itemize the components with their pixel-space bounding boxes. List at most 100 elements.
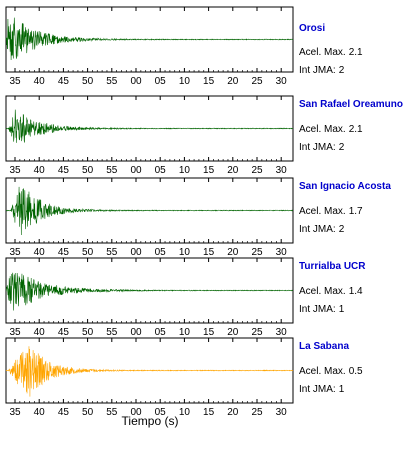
x-tick-label: 05 [155, 247, 167, 258]
x-tick-label: 45 [58, 327, 70, 338]
panel-5: 35 40 45 50 55 00 05 10 15 20 25 30 [5, 337, 294, 418]
waveform-trace [5, 109, 294, 143]
acel-max-value: 0.5 [348, 366, 363, 377]
station-info-4: Turrialba UCR Acel. Max. 1.4 Int JMA: 1 [299, 258, 407, 323]
int-jma-label: Int JMA: [299, 224, 336, 235]
acel-max-label: Acel. Max. [299, 124, 346, 135]
x-tick-label: 20 [227, 327, 239, 338]
x-tick-label: 35 [9, 165, 21, 176]
int-jma: Int JMA: 1 [299, 304, 344, 315]
x-tick-label: 10 [179, 76, 191, 87]
x-tick-label: 45 [58, 407, 70, 418]
x-tick-label: 00 [130, 327, 142, 338]
int-jma-label: Int JMA: [299, 65, 336, 76]
x-tick-label: 20 [227, 165, 239, 176]
x-tick-label: 45 [58, 76, 70, 87]
x-tick-label: 05 [155, 327, 167, 338]
x-tick-label: 55 [106, 76, 118, 87]
station-name: San Rafael Oreamuno [299, 99, 403, 110]
x-tick-label: 55 [106, 327, 118, 338]
x-tick-label: 50 [82, 247, 94, 258]
acel-max: Acel. Max. 2.1 [299, 124, 363, 135]
x-tick-label: 30 [276, 407, 288, 418]
x-tick-label: 20 [227, 247, 239, 258]
x-tick-label: 10 [179, 247, 191, 258]
int-jma-value: 2 [338, 224, 345, 235]
acel-max-label: Acel. Max. [299, 286, 346, 297]
x-tick-label: 15 [203, 247, 215, 258]
x-tick-label: 00 [130, 247, 142, 258]
waveform-trace [5, 186, 294, 236]
x-tick-label: 50 [82, 165, 94, 176]
acel-max: Acel. Max. 2.1 [299, 47, 363, 58]
acel-max: Acel. Max. 1.4 [299, 286, 363, 297]
x-tick-label: 50 [82, 327, 94, 338]
x-tick-label: 15 [203, 76, 215, 87]
station-name: La Sabana [299, 341, 350, 352]
panel-3: 35 40 45 50 55 00 05 10 15 20 25 30 [5, 177, 294, 258]
x-tick-label: 25 [251, 407, 263, 418]
x-tick-label: 40 [34, 247, 46, 258]
x-tick-label: 55 [106, 407, 118, 418]
waveform-trace [5, 346, 294, 397]
x-tick-label: 25 [251, 327, 263, 338]
int-jma-value: 2 [338, 142, 345, 153]
x-tick-label: 50 [82, 76, 94, 87]
x-tick-label: 15 [203, 327, 215, 338]
panel-2: 35 40 45 50 55 00 05 10 15 20 25 30 [5, 95, 294, 176]
x-tick-label: 35 [9, 247, 21, 258]
int-jma-value: 1 [338, 304, 345, 315]
x-tick-label: 00 [130, 165, 142, 176]
x-tick-label: 40 [34, 327, 46, 338]
acel-max-value: 1.7 [348, 206, 363, 217]
station-info-5: La Sabana Acel. Max. 0.5 Int JMA: 1 [299, 338, 407, 403]
x-tick-label: 05 [155, 407, 167, 418]
x-tick-label: 30 [276, 247, 288, 258]
station-name: Orosi [299, 23, 326, 34]
x-tick-label: 50 [82, 407, 94, 418]
x-tick-label: 10 [179, 165, 191, 176]
int-jma: Int JMA: 1 [299, 384, 344, 395]
station-name: San Ignacio Acosta [299, 181, 391, 192]
x-axis-label: Tiempo (s) [121, 414, 179, 428]
x-tick-label: 05 [155, 165, 167, 176]
x-tick-label: 25 [251, 165, 263, 176]
x-tick-label: 45 [58, 247, 70, 258]
x-tick-label: 10 [179, 327, 191, 338]
int-jma-label: Int JMA: [299, 304, 336, 315]
acel-max-value: 1.4 [348, 286, 363, 297]
x-tick-label: 40 [34, 407, 46, 418]
acel-max-label: Acel. Max. [299, 47, 346, 58]
x-tick-label: 05 [155, 76, 167, 87]
int-jma-label: Int JMA: [299, 142, 336, 153]
x-tick-label: 30 [276, 327, 288, 338]
x-tick-label: 20 [227, 76, 239, 87]
x-tick-label: 45 [58, 165, 70, 176]
x-tick-label: 00 [130, 407, 142, 418]
waveform-trace [5, 272, 294, 311]
acel-max-label: Acel. Max. [299, 366, 346, 377]
int-jma: Int JMA: 2 [299, 65, 344, 76]
panel-1: 35 40 45 50 55 00 05 10 15 20 25 30 [5, 6, 294, 87]
acel-max: Acel. Max. 1.7 [299, 206, 363, 217]
x-tick-label: 30 [276, 76, 288, 87]
x-tick-label: 55 [106, 247, 118, 258]
station-info-3: San Ignacio Acosta Acel. Max. 1.7 Int JMA: 2 [299, 178, 407, 243]
x-tick-label: 40 [34, 76, 46, 87]
station-name: Turrialba UCR [299, 261, 366, 272]
x-tick-label: 40 [34, 165, 46, 176]
x-tick-label: 15 [203, 407, 215, 418]
acel-max-value: 2.1 [348, 47, 363, 58]
x-tick-label: 25 [251, 247, 263, 258]
x-tick-label: 55 [106, 165, 118, 176]
x-tick-label: 20 [227, 407, 239, 418]
acel-max-value: 2.1 [348, 124, 363, 135]
x-tick-label: 00 [130, 76, 142, 87]
int-jma-value: 1 [338, 384, 345, 395]
int-jma: Int JMA: 2 [299, 142, 344, 153]
x-tick-label: 25 [251, 76, 263, 87]
x-tick-label: 30 [276, 165, 288, 176]
panel-4: 35 40 45 50 55 00 05 10 15 20 25 30 [5, 257, 294, 338]
x-tick-label: 10 [179, 407, 191, 418]
